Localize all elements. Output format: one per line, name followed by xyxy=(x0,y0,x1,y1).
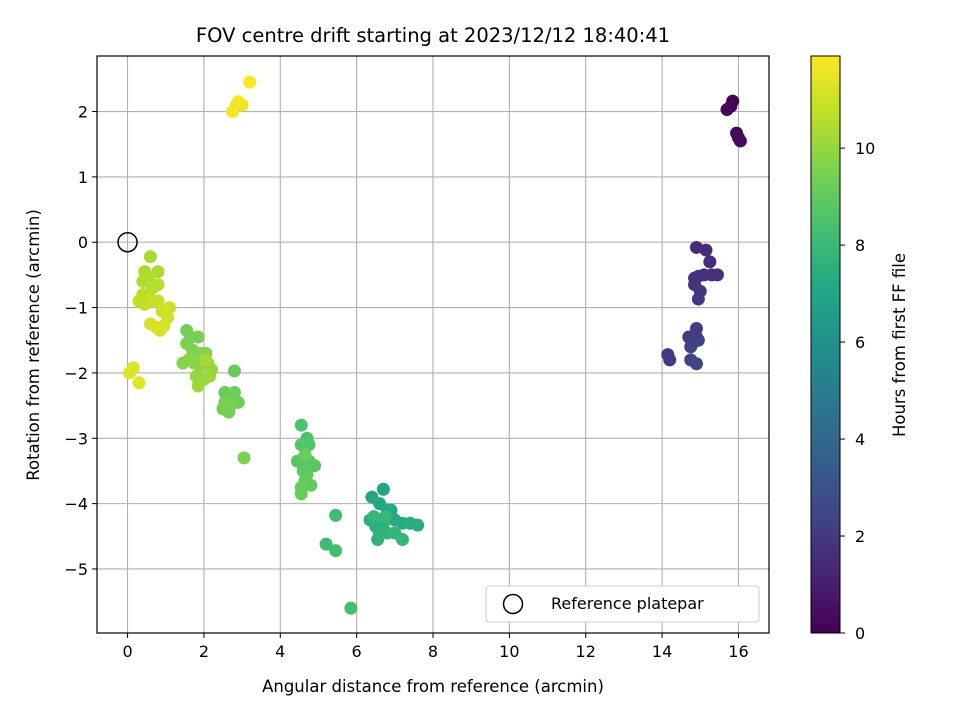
x-tick-label: 14 xyxy=(652,642,672,661)
scatter-point xyxy=(231,95,245,109)
y-tick-label: 0 xyxy=(78,233,88,252)
x-tick-label: 4 xyxy=(275,642,285,661)
scatter-point xyxy=(699,243,713,257)
colorbar-tick-label: 10 xyxy=(855,139,875,158)
scatter-point xyxy=(151,278,165,292)
x-tick-label: 8 xyxy=(428,642,438,661)
grid-lines xyxy=(97,56,769,633)
x-tick-label: 6 xyxy=(352,642,362,661)
y-tick-label: −4 xyxy=(64,495,88,514)
reference-point-marker xyxy=(117,231,138,253)
x-tick-label: 0 xyxy=(122,642,132,661)
plot-frame xyxy=(96,55,770,634)
scatter-point xyxy=(720,103,734,117)
y-tick-label: −2 xyxy=(64,364,88,383)
scatter-point xyxy=(143,250,157,264)
colorbar-gradient xyxy=(810,55,841,634)
scatter-point xyxy=(191,330,205,344)
colorbar-ticks: 0 2 4 6 8 10 xyxy=(840,139,875,643)
scatter-point xyxy=(344,601,358,615)
legend-box xyxy=(485,585,760,623)
scatter-point xyxy=(237,451,251,465)
scatter-point xyxy=(710,268,724,282)
y-tick-label: −1 xyxy=(64,299,88,318)
scatter-point xyxy=(376,482,390,496)
colorbar-tick-label: 0 xyxy=(855,624,865,643)
scatter-point xyxy=(329,544,343,558)
scatter-point xyxy=(151,294,165,308)
chart-title: FOV centre drift starting at 2023/12/12 … xyxy=(196,24,670,47)
colorbar-tick-label: 6 xyxy=(855,333,865,352)
scatter-point xyxy=(191,379,205,393)
scatter-point xyxy=(122,366,136,380)
scatter-point xyxy=(294,418,308,432)
colorbar-label: Hours from first FF file xyxy=(890,253,909,437)
scatter-point xyxy=(367,510,381,524)
colorbar-tick-label: 8 xyxy=(855,236,865,255)
scatter-point xyxy=(319,537,333,551)
y-tick-label: 2 xyxy=(78,103,88,122)
scatter-point xyxy=(142,271,156,285)
scatter-point xyxy=(243,75,257,89)
scatter-point xyxy=(686,337,700,351)
scatter-point xyxy=(703,255,717,269)
scatter-point xyxy=(663,353,677,367)
scatter-point xyxy=(151,265,165,279)
y-tick-label: −3 xyxy=(64,429,88,448)
scatter-point xyxy=(294,487,308,501)
scatter-point xyxy=(153,323,167,337)
scatter-point xyxy=(731,131,745,145)
x-axis-ticks: 0 2 4 6 8 10 12 14 16 xyxy=(122,633,749,661)
y-tick-label: 1 xyxy=(78,168,88,187)
scatter-point xyxy=(691,292,705,306)
x-tick-label: 12 xyxy=(576,642,596,661)
scatter-point xyxy=(329,508,343,522)
y-axis-label: Rotation from reference (arcmin) xyxy=(24,209,43,481)
scatter-point xyxy=(218,395,232,409)
colorbar-tick-label: 4 xyxy=(855,430,865,449)
legend-entry-reference-platepar: Reference platepar xyxy=(551,594,704,613)
scatter-points xyxy=(122,75,747,615)
legend-marker xyxy=(502,593,524,615)
scatter-point xyxy=(294,438,308,452)
x-axis-label: Angular distance from reference (arcmin) xyxy=(262,677,604,696)
scatter-point xyxy=(411,518,425,532)
x-tick-label: 2 xyxy=(199,642,209,661)
scatter-point xyxy=(227,386,241,400)
reference-marker-group xyxy=(117,231,138,253)
x-tick-label: 16 xyxy=(728,642,748,661)
scatter-point xyxy=(227,364,241,378)
scatter-point xyxy=(226,105,240,119)
y-tick-label: −5 xyxy=(64,560,88,579)
colorbar: 0 2 4 6 8 10 Hours from first FF file xyxy=(810,55,909,643)
scatter-point xyxy=(371,533,385,547)
scatter-point xyxy=(378,510,392,524)
scatter-point xyxy=(308,459,322,473)
scatter-point xyxy=(199,353,213,367)
x-tick-label: 10 xyxy=(499,642,519,661)
y-axis-ticks: −5 −4 −3 −2 −1 0 1 2 xyxy=(64,103,97,579)
legend: Reference platepar xyxy=(485,585,760,623)
scatter-point xyxy=(689,357,703,371)
scatter-point xyxy=(395,533,409,547)
colorbar-tick-label: 2 xyxy=(855,527,865,546)
scatter-point xyxy=(132,376,146,390)
scatter-point xyxy=(203,369,217,383)
scatter-point xyxy=(298,448,312,462)
scatter-point xyxy=(163,301,177,315)
